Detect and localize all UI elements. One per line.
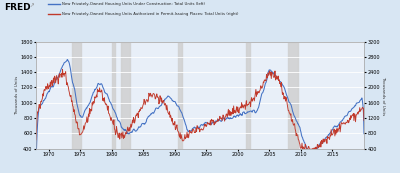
Text: ↗: ↗: [29, 3, 34, 8]
Bar: [288, 42, 298, 149]
Text: FRED: FRED: [4, 3, 31, 12]
Bar: [246, 42, 250, 149]
Y-axis label: Thousands of Units: Thousands of Units: [381, 76, 385, 115]
Text: New Privately-Owned Housing Units Authorized in Permit-Issuing Places: Total Uni: New Privately-Owned Housing Units Author…: [62, 12, 238, 16]
Text: New Privately-Owned Housing Units Under Construction: Total Units (left): New Privately-Owned Housing Units Under …: [62, 2, 205, 6]
Y-axis label: Thousands of Units: Thousands of Units: [15, 76, 19, 115]
Bar: [72, 42, 81, 149]
Bar: [112, 42, 115, 149]
Bar: [178, 42, 182, 149]
Bar: [121, 42, 130, 149]
